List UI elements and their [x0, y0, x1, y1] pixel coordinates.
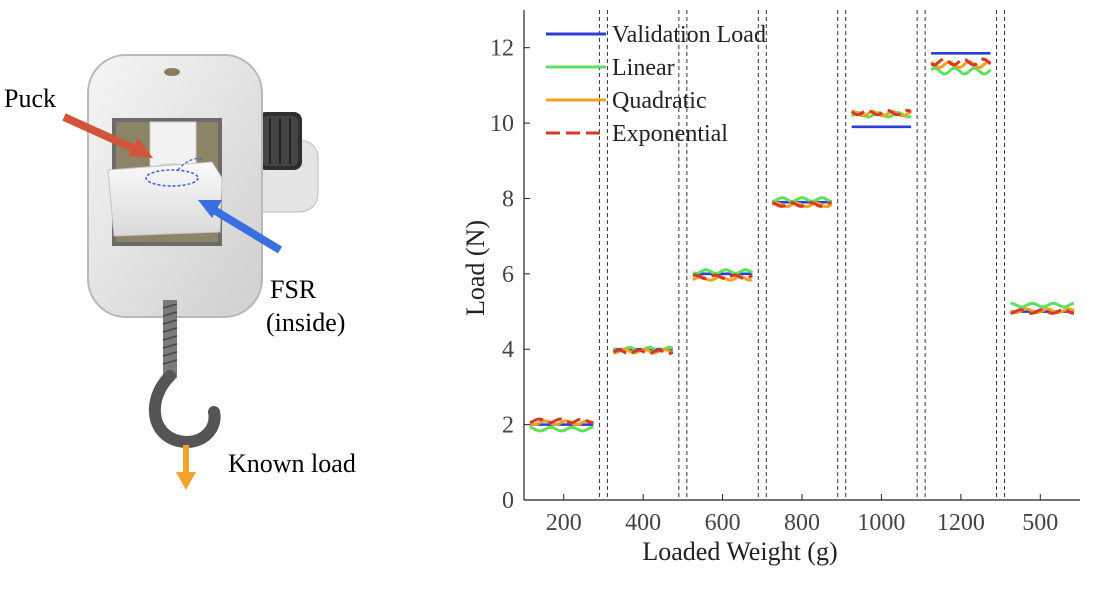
x-axis-label: Loaded Weight (g) — [642, 537, 837, 566]
fsr-label: FSR — [270, 275, 317, 304]
series-line-exponential-200 — [529, 417, 594, 425]
fixture-photo-panel: Puck FSR (inside) Known load — [0, 0, 440, 584]
fsr-inside-label: (inside) — [266, 308, 345, 337]
y-axis-label: Load (N) — [461, 220, 490, 316]
x-tick-label: 800 — [784, 510, 820, 536]
series-line-exponential-400 — [612, 348, 674, 356]
series-line-quadratic-200 — [529, 419, 595, 427]
y-tick-label: 6 — [502, 262, 514, 288]
fsr-arrow — [198, 200, 283, 254]
chart-panel: 0 2 4 6 8 10 12 200 400 600 800 1000 1200 500 Loaded … — [440, 0, 1102, 584]
series-line-quadratic-1200 — [930, 60, 991, 70]
load-chart: 0 2 4 6 8 10 12 200 400 600 800 1000 1200 500 Loaded … — [461, 10, 1080, 566]
series-line-quadratic-400 — [613, 347, 674, 355]
series-line-linear-1200 — [930, 66, 992, 76]
x-tick-label: 200 — [546, 510, 582, 536]
y-tick-label: 4 — [502, 337, 514, 363]
x-tick-label: 600 — [705, 510, 741, 536]
legend-label-quadratic: Quadratic — [612, 88, 707, 114]
y-tick-label: 10 — [490, 111, 514, 137]
hook — [148, 300, 221, 448]
series-line-linear-600 — [692, 268, 754, 275]
legend-label-exponential: Exponential — [612, 121, 728, 147]
series-line-linear-200 — [529, 425, 594, 433]
x-tick-label: 400 — [625, 510, 661, 536]
legend: Validation Load Linear Quadratic Exponentia… — [546, 22, 766, 147]
y-tick-label: 0 — [502, 488, 514, 514]
series-line-exponential-600 — [692, 273, 753, 281]
legend-label-validation: Validation Load — [612, 22, 766, 48]
series-line-exponential-1000 — [850, 108, 912, 117]
series-line-exponential-800 — [771, 201, 832, 208]
puck-arrow — [62, 113, 153, 158]
y-tick-label: 12 — [490, 36, 514, 62]
series-line-exponential-1200 — [930, 57, 992, 67]
fixture-photo: Puck FSR (inside) Known load — [4, 54, 356, 490]
load-arrow — [176, 445, 196, 490]
y-tick-label: 8 — [502, 186, 514, 212]
series-line-linear-800 — [771, 196, 833, 204]
known-load-label: Known load — [228, 449, 356, 478]
y-tick-label: 2 — [502, 413, 514, 439]
legend-label-linear: Linear — [612, 55, 675, 81]
series-line-quadratic-1000 — [851, 109, 912, 118]
x-tick-label: 1200 — [937, 510, 985, 536]
x-tick-label: 1000 — [857, 510, 905, 536]
series-line-exponential-500 — [1010, 308, 1075, 315]
fsr-block — [107, 157, 223, 237]
x-tick-label: 500 — [1022, 510, 1058, 536]
series-line-linear-500 — [1010, 301, 1075, 309]
puck-label: Puck — [4, 84, 56, 113]
